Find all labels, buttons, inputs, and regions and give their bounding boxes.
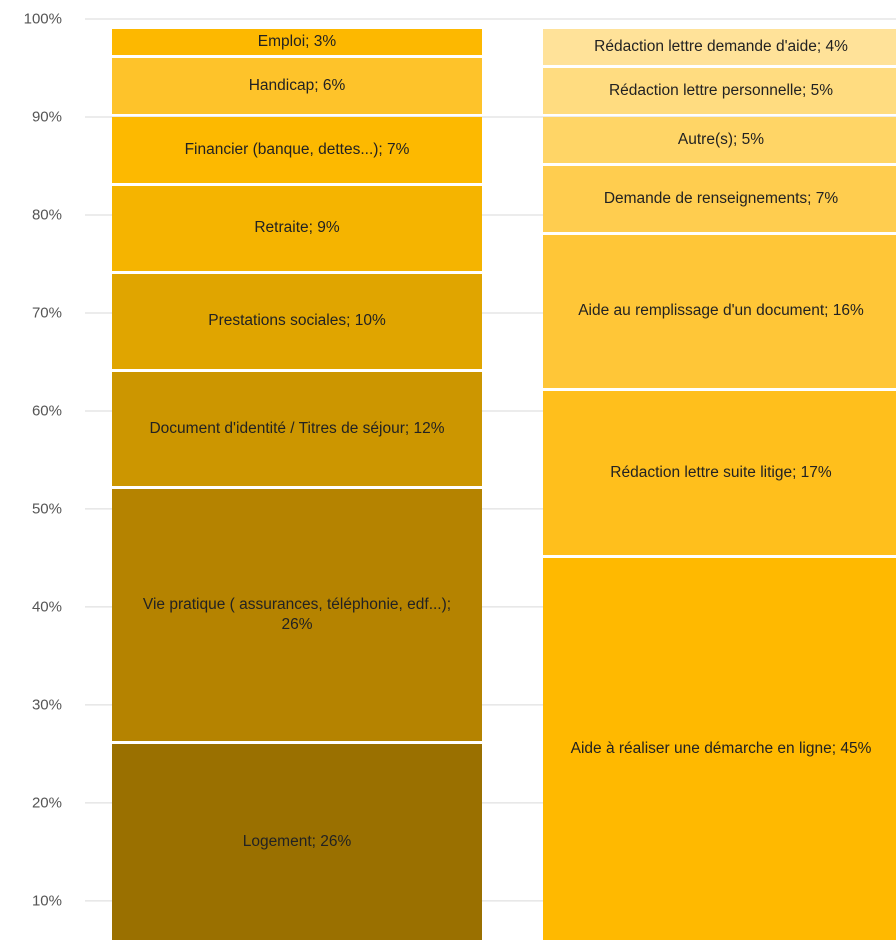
bar-segment: Document d'identité / Titres de séjour; …	[112, 371, 482, 487]
data-label: Aide à réaliser une démarche en ligne; 4…	[570, 739, 872, 757]
data-label: Autre(s); 5%	[677, 130, 765, 148]
data-label: Retraite; 9%	[254, 219, 340, 237]
data-label: Aide au remplissage d'un document; 16%	[578, 302, 864, 320]
bar-segment: Autre(s); 5%	[543, 116, 896, 163]
bar-segment: Aide à réaliser une démarche en ligne; 4…	[543, 557, 896, 940]
y-tick-label: 100%	[23, 10, 62, 28]
y-tick-label: 70%	[31, 304, 62, 322]
data-label: Emploi; 3%	[257, 32, 337, 50]
bar-segment: Emploi; 3%	[112, 28, 482, 56]
y-tick-label: 10%	[31, 892, 62, 910]
data-label: Prestations sociales; 10%	[208, 312, 386, 330]
bar-segment: Rédaction lettre suite litige; 17%	[543, 391, 896, 555]
data-label: Document d'identité / Titres de séjour; …	[149, 419, 445, 437]
y-tick-label: 20%	[31, 794, 62, 812]
bar-segment: Rédaction lettre personnelle; 5%	[543, 67, 896, 114]
data-label: Demande de renseignements; 7%	[603, 189, 839, 207]
data-label: Vie pratique ( assurances, téléphonie, e…	[142, 596, 452, 634]
bar-segment: Demande de renseignements; 7%	[543, 165, 896, 232]
data-label: Handicap; 6%	[248, 77, 346, 94]
bar-segment: Rédaction lettre demande d'aide; 4%	[543, 28, 896, 65]
data-label: Rédaction lettre suite litige; 17%	[610, 464, 832, 482]
bar-segment: Aide au remplissage d'un document; 16%	[543, 234, 896, 389]
y-tick-label: 50%	[31, 500, 62, 518]
y-tick-label: 90%	[31, 108, 62, 126]
bar-segment: Logement; 26%	[112, 744, 482, 940]
y-tick-label: 40%	[31, 598, 62, 616]
bar-segment: Handicap; 6%	[112, 58, 482, 114]
bar-segment: Financier (banque, dettes...); 7%	[112, 116, 482, 183]
bar-segment: Retraite; 9%	[112, 185, 482, 271]
bar-segment: Prestations sociales; 10%	[112, 273, 482, 369]
data-label: Logement; 26%	[242, 832, 352, 850]
bar-segment: Vie pratique ( assurances, téléphonie, e…	[112, 489, 482, 742]
data-label: Rédaction lettre personnelle; 5%	[608, 81, 834, 99]
y-tick-label: 60%	[31, 402, 62, 420]
data-label: Rédaction lettre demande d'aide; 4%	[594, 37, 848, 55]
y-tick-label: 30%	[31, 696, 62, 714]
y-tick-label: 80%	[31, 206, 62, 224]
data-label: Financier (banque, dettes...); 7%	[184, 140, 410, 158]
